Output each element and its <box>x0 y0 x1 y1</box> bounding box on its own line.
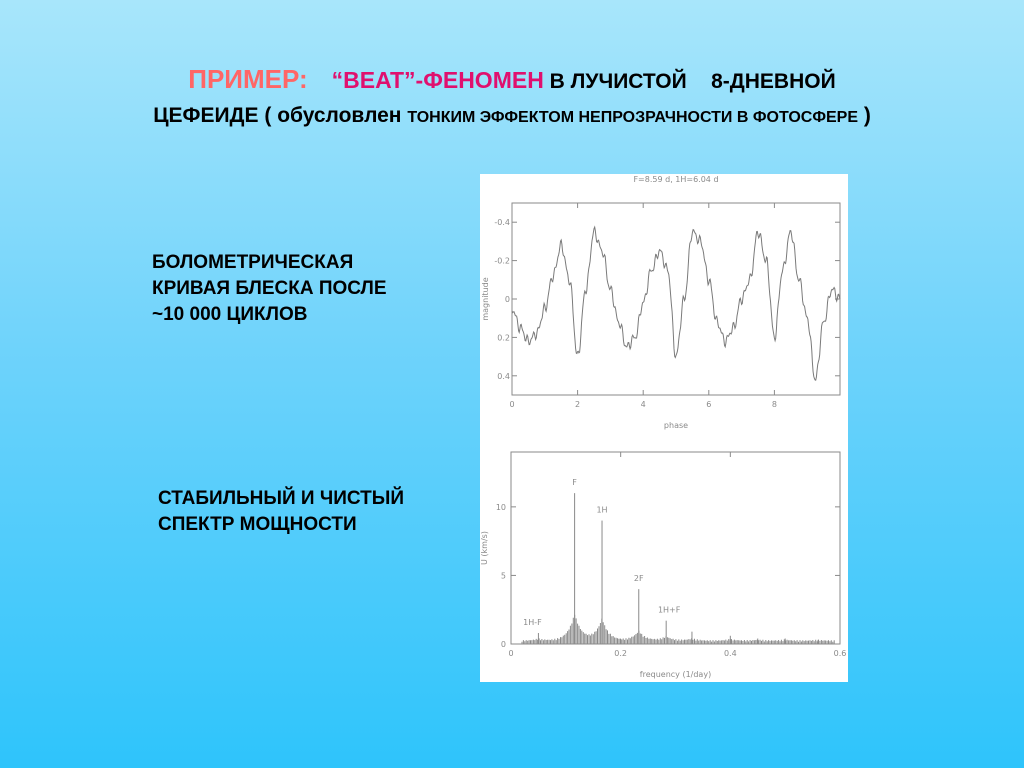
y-tick-label: -0.2 <box>494 257 510 266</box>
title-eight-day: 8-ДНЕВНОЙ <box>711 70 836 93</box>
title-line-2: ЦЕФЕИДЕ ( обусловлен ТОНКИМ ЭФФЕКТОМ НЕП… <box>0 99 1024 135</box>
y-tick-label: 0 <box>501 640 506 649</box>
y-axis-label: U (km/s) <box>480 531 489 565</box>
caption-line: СПЕКТР МОЩНОСТИ <box>158 514 357 535</box>
light-curve-caption: БОЛОМЕТРИЧЕСКАЯ КРИВАЯ БЛЕСКА ПОСЛЕ ~10 … <box>152 250 387 328</box>
power-spectrum-chart: 0 5 10 0 0.2 0.4 0.6 frequency (1/day) U (km/s) 1… <box>480 451 847 679</box>
x-tick-label: 4 <box>641 400 646 409</box>
y-tick-label: 0.2 <box>497 333 510 342</box>
title-cepheid: ЦЕФЕИДЕ ( обусловлен <box>153 104 408 127</box>
chart-title: F=8.59 d, 1H=6.04 d <box>633 175 718 184</box>
x-tick-label: 6 <box>706 400 711 409</box>
spectrum-caption: СТАБИЛЬНЫЙ И ЧИСТЫЙ СПЕКТР МОЩНОСТИ <box>158 486 404 538</box>
caption-line: КРИВАЯ БЛЕСКА ПОСЛЕ <box>152 278 387 299</box>
spectrum-noise <box>521 614 835 644</box>
caption-line: СТАБИЛЬНЫЙ И ЧИСТЫЙ <box>158 488 404 509</box>
light-curve-line <box>511 225 841 381</box>
title-in-star: В ЛУЧИСТОЙ <box>543 70 687 93</box>
caption-line: БОЛОМЕТРИЧЕСКАЯ <box>152 252 354 273</box>
plot-frame <box>510 451 841 645</box>
x-axis-label: frequency (1/day) <box>640 670 711 679</box>
y-tick-label: 5 <box>501 571 506 580</box>
y-tick-label: -0.4 <box>494 218 510 227</box>
x-tick-label: 0.2 <box>614 649 627 658</box>
x-tick-label: 0 <box>508 649 513 658</box>
x-tick-label: 8 <box>772 400 777 409</box>
peak-label: F <box>572 478 577 487</box>
caption-line: ~10 000 ЦИКЛОВ <box>152 304 308 325</box>
peak-label: 2F <box>634 574 644 583</box>
title-beat-phenomenon: “BEAT”-ФЕНОМЕН <box>331 67 544 93</box>
x-tick-label: 0 <box>509 400 514 409</box>
y-tick-label: 0 <box>505 295 510 304</box>
x-axis-label: phase <box>664 421 688 430</box>
title-effect: ТОНКИМ ЭФФЕКТОМ НЕПРОЗРАЧНОСТИ В ФОТОСФЕ… <box>407 109 858 126</box>
x-tick-label: 2 <box>575 400 580 409</box>
peak-label: 1H+F <box>658 606 681 615</box>
x-tick-label: 0.6 <box>834 649 847 658</box>
peak-label: 1H-F <box>523 618 542 627</box>
title-line-1: ПРИМЕР: “BEAT”-ФЕНОМЕН В ЛУЧИСТОЙ 8-ДНЕВН… <box>0 62 1024 99</box>
title-close: ) <box>857 104 871 127</box>
peak-label: 1H <box>596 506 607 515</box>
y-axis-label: magnitude <box>481 277 490 320</box>
slide-title: ПРИМЕР: “BEAT”-ФЕНОМЕН В ЛУЧИСТОЙ 8-ДНЕВН… <box>0 62 1024 135</box>
light-curve-chart: F=8.59 d, 1H=6.04 d -0.4 -0.2 0 0.2 0.4 0 2 4 6 8 p… <box>481 175 841 430</box>
y-tick-label: 0.4 <box>497 372 510 381</box>
title-example: ПРИМЕР: <box>188 64 308 94</box>
y-tick-label: 10 <box>496 503 506 512</box>
figure-panel: F=8.59 d, 1H=6.04 d -0.4 -0.2 0 0.2 0.4 0 2 4 6 8 p… <box>480 174 848 682</box>
x-tick-label: 0.4 <box>724 649 737 658</box>
